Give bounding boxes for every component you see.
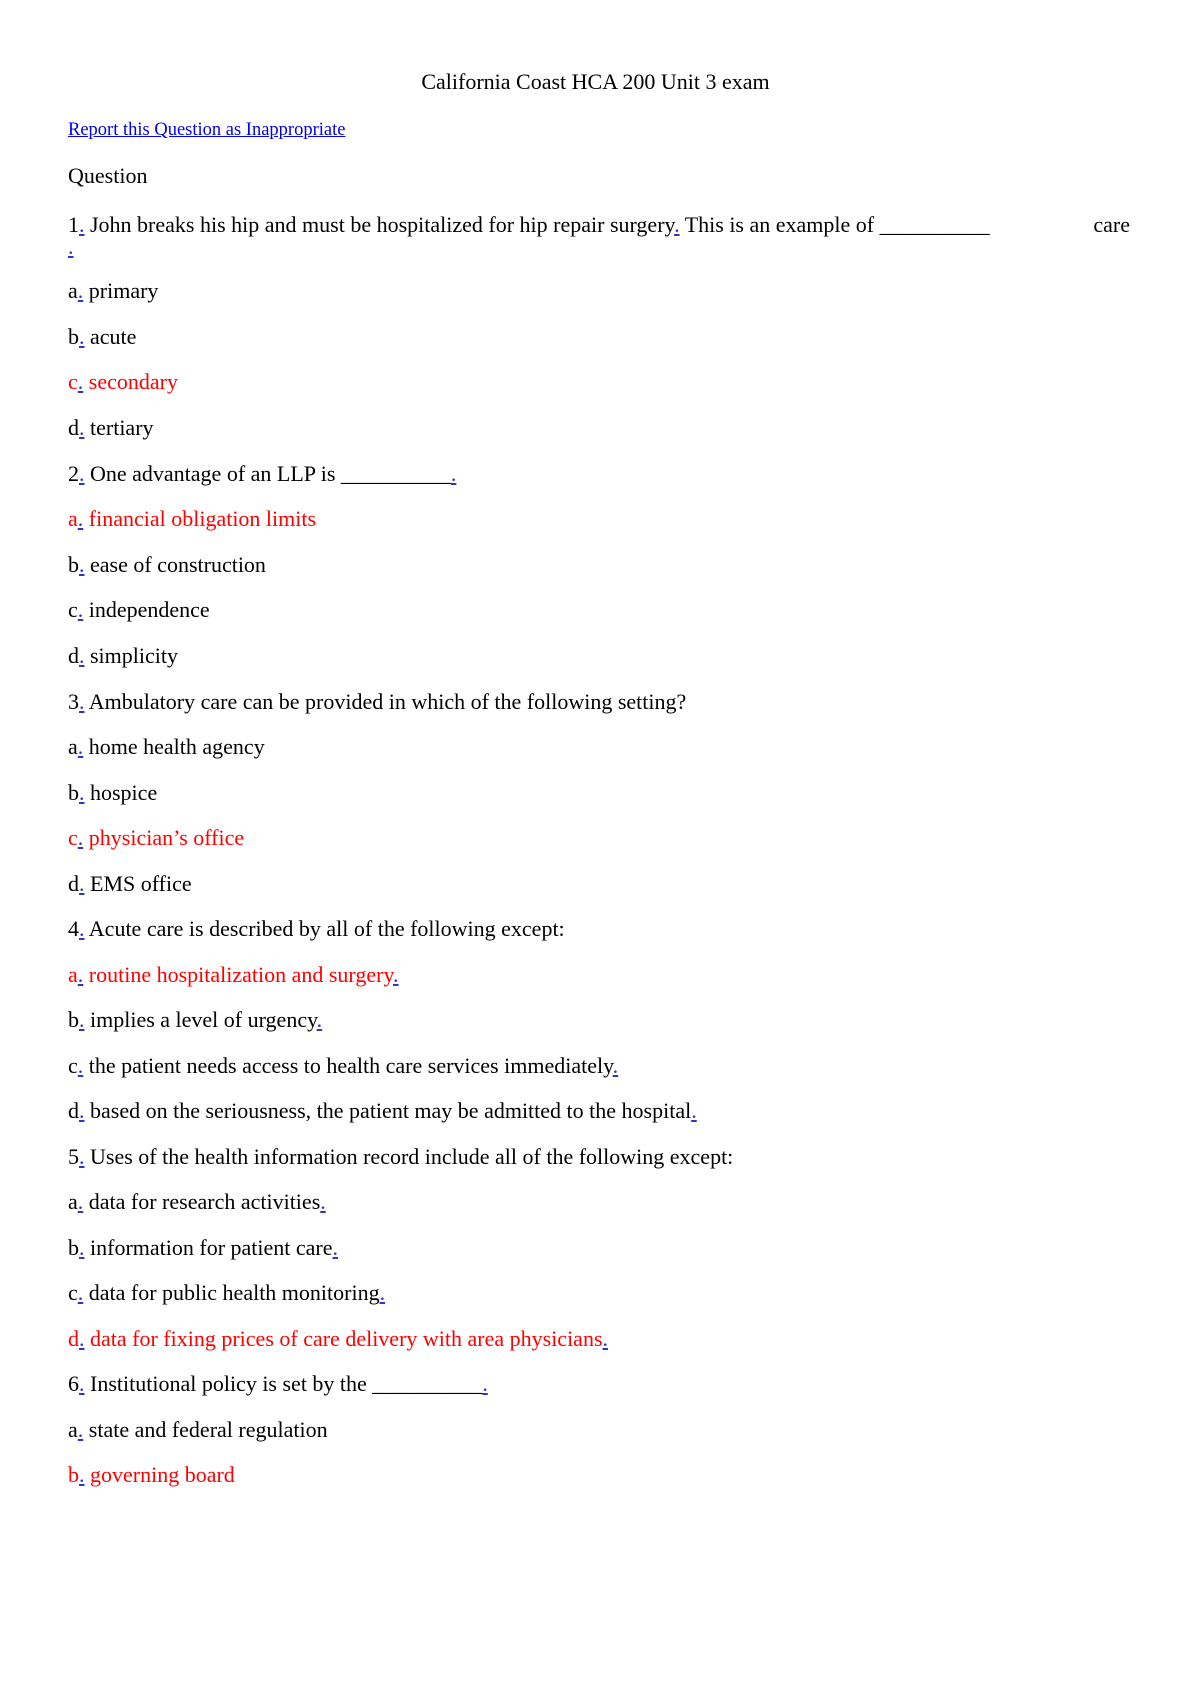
page-title: California Coast HCA 200 Unit 3 exam [421,69,770,94]
correct-answer-option[interactable]: d. data for fixing prices of care delive… [68,1326,609,1351]
question-text: Acute care is described by all of the fo… [84,916,565,941]
question-4: 4. Acute care is described by all of the… [68,916,565,941]
question-3: 3. Ambulatory care can be provided in wh… [68,689,687,714]
section-label: Question [68,163,148,188]
correct-answer-option[interactable]: c. secondary [68,369,178,394]
question-6: 6. Institutional policy is set by the __… [68,1371,488,1396]
question-text: Ambulatory care can be provided in which… [84,689,687,714]
answer-option[interactable]: a. state and federal regulation [68,1417,328,1442]
correct-answer-option[interactable]: a. routine hospitalization and surgery. [68,962,399,987]
correct-answer-option[interactable]: c. physician’s office [68,825,245,850]
answer-option[interactable]: d. simplicity [68,643,178,668]
answer-option[interactable]: b. hospice [68,780,158,805]
answer-option[interactable]: a. data for research activities. [68,1189,326,1214]
question-2: 2. One advantage of an LLP is __________… [68,461,457,486]
question-1: 1. John breaks his hip and must be hospi… [68,212,1130,259]
report-question-link[interactable]: Report this Question as Inappropriate [68,120,346,140]
correct-answer-option[interactable]: b. governing board [68,1462,235,1487]
answer-option[interactable]: d. based on the seriousness, the patient… [68,1098,697,1123]
question-text: One advantage of an LLP is __________ [84,461,451,486]
answer-option[interactable]: d. EMS office [68,871,192,896]
question-number: 1 [68,212,79,237]
answer-option[interactable]: b. acute [68,324,137,349]
answer-option[interactable]: c. independence [68,597,210,622]
answer-option[interactable]: a. primary [68,278,159,303]
question-text: Uses of the health information record in… [84,1144,734,1169]
question-text-cont: This is an example of __________ [679,212,990,237]
question-text: John breaks his hip and must be hospital… [84,212,675,237]
answer-option[interactable]: d. tertiary [68,415,154,440]
answer-option[interactable]: b. information for patient care. [68,1235,339,1260]
answer-option[interactable]: b. implies a level of urgency. [68,1007,323,1032]
question-text: Institutional policy is set by the _____… [84,1371,483,1396]
answer-option[interactable]: c. data for public health monitoring. [68,1280,386,1305]
answer-option[interactable]: b. ease of construction [68,552,266,577]
question-text-end: care [1093,212,1130,237]
question-5: 5. Uses of the health information record… [68,1144,734,1169]
answer-option[interactable]: a. home health agency [68,734,265,759]
correct-answer-option[interactable]: a. financial obligation limits [68,506,317,531]
answer-option[interactable]: c. the patient needs access to health ca… [68,1053,619,1078]
